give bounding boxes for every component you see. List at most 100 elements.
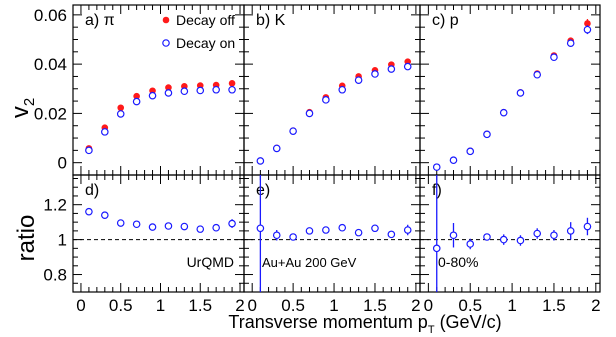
series-ratio bbox=[85, 207, 236, 233]
data-point bbox=[466, 240, 475, 248]
data-point bbox=[228, 80, 236, 87]
y-axis-label-v2: v2 bbox=[7, 98, 38, 118]
x-tick-label: 0.5 bbox=[109, 296, 133, 315]
data-point bbox=[164, 89, 173, 97]
panel-annotation: UrQMD bbox=[187, 254, 234, 270]
panel-1: 0 0.02 0.04 0.06 a) π Decay off Decay on bbox=[34, 4, 245, 176]
data-point bbox=[584, 20, 591, 27]
data-point bbox=[272, 144, 281, 153]
data-point bbox=[533, 229, 542, 238]
data-point bbox=[148, 223, 157, 231]
x-tick-label: 0 bbox=[76, 296, 85, 315]
series-ratio bbox=[432, 175, 592, 292]
x-tick-label: 1.5 bbox=[188, 296, 212, 315]
data-point bbox=[132, 97, 141, 106]
x-tick-label: 0.5 bbox=[281, 296, 305, 315]
panel-3: c) p bbox=[419, 4, 601, 176]
data-point bbox=[432, 163, 441, 171]
data-point bbox=[148, 91, 157, 100]
figure-labels: v2 ratio Transverse momentum pT (GeV/c) bbox=[7, 98, 502, 336]
x-tick-label: 0 bbox=[424, 296, 433, 315]
data-point bbox=[180, 87, 189, 96]
data-point bbox=[583, 25, 592, 34]
data-point bbox=[196, 86, 205, 95]
data-point bbox=[85, 146, 93, 155]
x-tick-label: 1 bbox=[507, 296, 516, 315]
data-point bbox=[403, 62, 412, 71]
data-point bbox=[305, 227, 314, 235]
data-point bbox=[212, 85, 220, 94]
data-point bbox=[403, 226, 412, 234]
data-point bbox=[466, 147, 475, 156]
data-point bbox=[228, 85, 236, 94]
panel-label: a) π bbox=[85, 12, 115, 29]
data-point bbox=[272, 231, 281, 240]
x-tick-label: 1.5 bbox=[363, 296, 387, 315]
data-point bbox=[432, 244, 441, 253]
data-point bbox=[371, 224, 379, 233]
legend-marker-decay-off bbox=[162, 16, 170, 24]
data-point bbox=[289, 127, 297, 135]
data-point bbox=[449, 231, 458, 240]
data-point bbox=[116, 110, 125, 118]
panels: 0 0.02 0.04 0.06 a) π Decay off Decay on b) K c)… bbox=[34, 4, 601, 315]
y-tick-label: 1 bbox=[58, 231, 67, 250]
y-tick-label: 0.04 bbox=[34, 55, 67, 74]
x-axis-label: Transverse momentum pT (GeV/c) bbox=[228, 312, 501, 336]
x-tick-label: 0.5 bbox=[458, 296, 482, 315]
data-point bbox=[583, 222, 592, 231]
panel-6: 00.511.52f)0-80% bbox=[419, 174, 601, 315]
data-point bbox=[354, 228, 363, 237]
data-point bbox=[483, 130, 491, 139]
data-point bbox=[338, 85, 347, 94]
data-point bbox=[212, 223, 220, 232]
y-tick-label: 0.06 bbox=[34, 6, 67, 25]
data-point bbox=[116, 219, 125, 227]
data-point bbox=[117, 104, 125, 112]
series-decay-on bbox=[85, 85, 236, 155]
x-tick-label: 2 bbox=[591, 296, 600, 315]
data-point bbox=[566, 39, 575, 47]
panel-label: d) bbox=[85, 182, 99, 199]
legend-label-decay-on: Decay on bbox=[176, 35, 235, 51]
y-tick-label: 1.2 bbox=[43, 196, 67, 215]
data-point bbox=[165, 84, 172, 91]
data-point bbox=[516, 89, 525, 97]
data-point bbox=[256, 157, 265, 165]
legend-marker-decay-on bbox=[162, 39, 170, 47]
panel-label: e) bbox=[256, 182, 270, 199]
x-tick-label: 0 bbox=[247, 296, 256, 315]
data-point bbox=[322, 226, 330, 234]
x-tick-label: 1 bbox=[156, 296, 165, 315]
y-tick-label: 0.8 bbox=[43, 266, 67, 285]
panel-label: b) K bbox=[256, 12, 286, 29]
data-point bbox=[483, 233, 491, 241]
data-point bbox=[132, 220, 141, 229]
data-point bbox=[85, 207, 93, 216]
series-decay-on bbox=[432, 25, 592, 171]
y-tick-label: 0 bbox=[58, 154, 67, 173]
legend: Decay off Decay on bbox=[162, 12, 235, 51]
data-point bbox=[533, 70, 542, 79]
panel-frame bbox=[419, 4, 601, 176]
data-point bbox=[566, 227, 575, 235]
data-point bbox=[289, 233, 297, 241]
panel-annotation: 0-80% bbox=[438, 254, 478, 270]
x-tick-label: 1.5 bbox=[542, 296, 566, 315]
panel-5: 0 0.5 1 1.5 2 e) Au+Au 200 GeV bbox=[243, 174, 421, 315]
legend-label-decay-off: Decay off bbox=[176, 12, 235, 28]
data-point bbox=[133, 92, 140, 100]
data-point bbox=[338, 223, 347, 232]
data-point bbox=[499, 108, 508, 117]
data-point bbox=[228, 219, 236, 228]
panel-4: 0.8 1 1.2 0 0.5 1 1.5 2 d) UrQMD bbox=[43, 174, 245, 315]
data-point bbox=[164, 222, 173, 230]
series-decay-on bbox=[256, 62, 412, 165]
panel-frame bbox=[243, 4, 421, 176]
series-ratio bbox=[256, 175, 412, 292]
panel-2: b) K bbox=[243, 4, 421, 176]
data-point bbox=[101, 128, 109, 136]
data-point bbox=[256, 224, 265, 233]
data-point bbox=[180, 222, 189, 231]
